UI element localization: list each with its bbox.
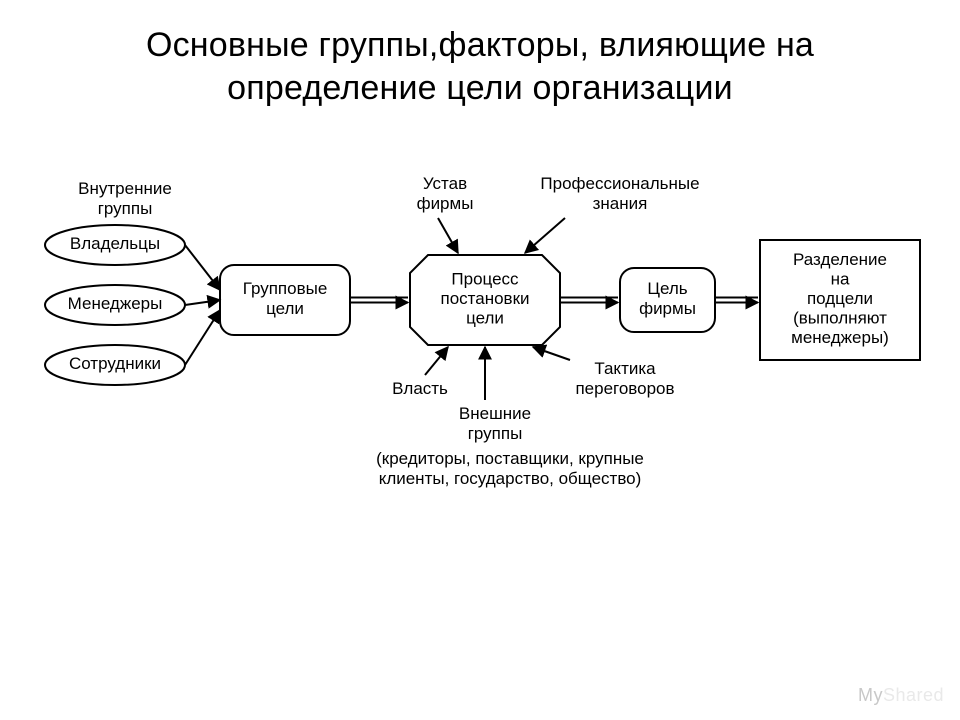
edge-0 <box>185 245 220 290</box>
label-lbl_vlast: Власть <box>392 379 448 398</box>
label-lbl_ext: Внешниегруппы <box>459 405 531 444</box>
svg-text:Менеджеры: Менеджеры <box>68 294 163 313</box>
watermark-my: My <box>858 685 883 705</box>
edge-6 <box>438 218 458 253</box>
edge-7 <box>525 218 565 253</box>
watermark-shared: Shared <box>883 685 944 705</box>
svg-text:Процесспостановкицели: Процесспостановкицели <box>440 270 529 328</box>
edge-1 <box>185 300 220 305</box>
svg-text:Разделениенаподцели(выполняютм: Разделениенаподцели(выполняютменеджеры) <box>791 250 889 347</box>
label-lbl_ustav: Уставфирмы <box>417 175 474 214</box>
label-lbl_ext2: (кредиторы, поставщики, крупныеклиенты, … <box>376 450 644 489</box>
slide: Основные группы,факторы, влияющие на опр… <box>0 0 960 720</box>
label-lbl_prof: Профессиональныезнания <box>540 175 699 214</box>
label-lbl_takt: Тактикапереговоров <box>575 360 674 399</box>
svg-text:Цельфирмы: Цельфирмы <box>639 280 696 319</box>
svg-text:Сотрудники: Сотрудники <box>69 354 161 373</box>
watermark: MyShared <box>858 685 944 706</box>
label-lbl_inner: Внутренниегруппы <box>78 180 172 219</box>
slide-title: Основные группы,факторы, влияющие на опр… <box>40 24 920 109</box>
svg-text:Владельцы: Владельцы <box>70 234 160 253</box>
edge-2 <box>185 310 220 365</box>
edge-8 <box>425 347 448 375</box>
diagram: Внутренниегруппы Владельцы Менеджеры Сотруд… <box>30 150 930 600</box>
svg-text:Групповыецели: Групповыецели <box>243 280 328 319</box>
flowchart-svg: Внутренниегруппы Владельцы Менеджеры Сотруд… <box>30 150 930 600</box>
edge-10 <box>533 347 570 360</box>
